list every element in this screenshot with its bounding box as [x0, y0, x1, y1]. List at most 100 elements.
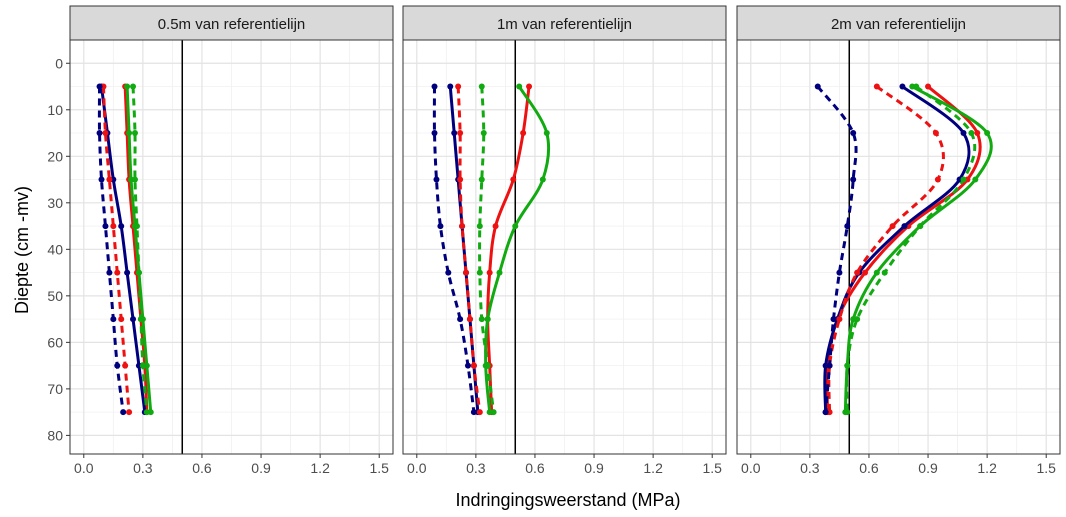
x-tick-label: 0.9 [251, 460, 271, 476]
data-point-green [913, 83, 920, 90]
data-point-red [889, 223, 896, 230]
series-line-red-dashed [456, 86, 482, 413]
series-line-navy-dashed [816, 85, 858, 413]
data-point-red [106, 176, 113, 183]
data-point-navy [457, 316, 464, 323]
series-line-navy-dashed [432, 86, 476, 413]
x-tick-label: 0.9 [918, 460, 938, 476]
x-tick-label: 0.9 [584, 460, 604, 476]
data-point-red [854, 269, 861, 276]
data-point-navy [447, 83, 454, 90]
panel-border [69, 39, 394, 455]
panel-title: 1m van referentielijn [497, 16, 632, 33]
series-line-red-dashed [101, 86, 131, 413]
data-point-green [478, 83, 485, 90]
data-point-navy [110, 316, 117, 323]
data-point-green [131, 130, 138, 137]
data-point-red [836, 316, 843, 323]
y-tick-label: 60 [47, 334, 63, 350]
data-point-navy [830, 316, 837, 323]
data-point-navy [826, 362, 833, 369]
data-point-green [844, 362, 851, 369]
y-tick-label: 20 [47, 148, 63, 164]
data-point-green [478, 176, 485, 183]
data-point-red [476, 409, 483, 416]
y-tick-label: 10 [47, 102, 63, 118]
data-point-navy [114, 362, 121, 369]
y-tick-label: 0 [55, 55, 63, 71]
data-point-red [126, 409, 133, 416]
data-point-navy [120, 409, 127, 416]
series-line-red-solid [486, 86, 531, 413]
panel-strip [736, 5, 1061, 41]
facet-panels: 0.5m van referentielijn 0.0 0.3 0.6 0.9 1.2 1.… [69, 5, 1061, 476]
data-point-navy [98, 176, 105, 183]
x-axis-title: Indringingsweerstand (MPa) [455, 490, 680, 510]
data-point-green [124, 83, 131, 90]
x-tick-label: 0.3 [800, 460, 820, 476]
data-point-navy [822, 409, 829, 416]
y-tick-label: 80 [47, 427, 63, 443]
data-point-red [925, 83, 932, 90]
data-point-navy [850, 130, 857, 137]
data-point-green [984, 130, 991, 137]
data-point-navy [836, 269, 843, 276]
y-axis-title: Diepte (cm -mv) [12, 186, 32, 314]
x-tick-label: 1.2 [310, 460, 330, 476]
data-point-navy [844, 223, 851, 230]
data-point-navy [451, 130, 458, 137]
data-point-red [520, 130, 527, 137]
data-point-green [490, 409, 497, 416]
data-point-red [974, 130, 981, 137]
x-tick-label: 0.0 [741, 460, 761, 476]
panel-title: 2m van referentielijn [831, 16, 966, 33]
data-point-green [960, 176, 967, 183]
data-point-red [463, 269, 470, 276]
data-point-navy [124, 269, 131, 276]
data-point-green [484, 362, 491, 369]
x-tick-label: 0.6 [525, 460, 545, 476]
panel-2: 1m van referentielijn 0.0 0.3 0.6 0.9 1.2 1.5 [402, 5, 727, 476]
series-line-green-dashed [131, 86, 149, 413]
x-tick-label: 0.6 [192, 460, 212, 476]
data-point-red [492, 223, 499, 230]
data-point-green [133, 223, 140, 230]
data-point-green [484, 316, 491, 323]
data-point-navy [960, 130, 967, 137]
series-line-navy-dashed [97, 86, 125, 413]
x-tick-label: 1.5 [702, 460, 722, 476]
data-point-green [126, 130, 133, 137]
y-tick-label: 50 [47, 288, 63, 304]
x-tick-label: 0.0 [74, 460, 94, 476]
data-point-green [139, 362, 146, 369]
x-tick-label: 0.6 [859, 460, 879, 476]
data-point-red [466, 316, 473, 323]
x-tick-label: 0.3 [466, 460, 486, 476]
x-tick-label: 1.2 [977, 460, 997, 476]
data-point-green [480, 130, 487, 137]
data-point-green [968, 130, 975, 137]
x-tick-label: 1.5 [1036, 460, 1056, 476]
data-point-green [130, 83, 137, 90]
panel-title: 0.5m van referentielijn [158, 16, 306, 33]
data-point-red [102, 130, 109, 137]
data-point-red [457, 130, 464, 137]
data-point-red [455, 83, 462, 90]
x-tick-label: 0.3 [133, 460, 153, 476]
data-point-green [143, 409, 150, 416]
data-point-green [854, 316, 861, 323]
data-point-green [873, 269, 880, 276]
data-point-red [459, 223, 466, 230]
data-point-green [476, 223, 483, 230]
series-line-red-solid [123, 86, 149, 413]
data-point-navy [96, 130, 103, 137]
data-point-green [512, 223, 519, 230]
data-point-navy [96, 83, 103, 90]
data-point-red [470, 362, 477, 369]
series-line-green-dashed [478, 86, 496, 413]
panel-border [402, 39, 727, 455]
data-point-red [873, 83, 880, 90]
y-axis: 0 10 20 30 40 50 60 70 80 [47, 55, 70, 443]
y-tick-label: 70 [47, 381, 63, 397]
data-point-navy [899, 83, 906, 90]
